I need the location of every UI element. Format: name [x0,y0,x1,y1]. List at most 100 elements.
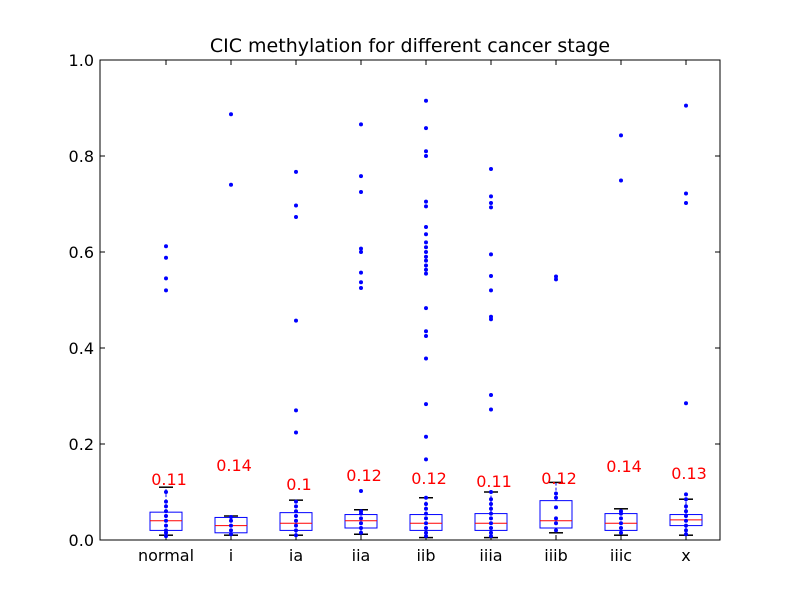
data-point [294,528,298,533]
y-tick-label: 0.0 [69,531,94,550]
data-point [424,250,428,254]
data-point [424,258,428,263]
data-point [424,356,428,361]
y-tick-label: 0.4 [69,339,94,358]
data-point [619,530,623,535]
data-point [164,528,168,533]
data-point [684,497,688,502]
data-point [424,98,428,103]
data-point [619,516,623,521]
x-tick-label: normal [138,546,194,565]
data-point [489,502,493,506]
data-point [424,526,428,530]
data-point [489,252,493,257]
data-point [424,329,428,334]
data-point [489,288,493,293]
data-point [424,263,428,268]
data-point [359,190,363,194]
data-point [424,225,428,230]
data-point [229,528,233,533]
data-point [294,499,298,504]
data-point [489,393,493,398]
x-tick-label: iia [352,546,371,565]
data-point [424,457,428,462]
data-point [164,255,168,260]
data-point [684,514,688,518]
data-point [684,191,688,196]
data-point [489,274,493,278]
data-point [294,408,298,413]
data-point [424,402,428,407]
data-point [489,205,493,210]
data-label: 0.11 [151,470,187,489]
x-tick-label: i [229,546,233,565]
data-label: 0.12 [411,469,447,488]
data-point [294,509,298,514]
data-point [164,523,168,528]
data-point [164,534,168,539]
data-point [424,306,428,311]
y-tick-label: 1.0 [69,51,94,70]
data-point [164,518,168,523]
chart-title: CIC methylation for different cancer sta… [210,35,610,57]
data-point [489,511,493,516]
data-point [489,194,493,199]
data-point [164,244,168,249]
data-point [359,250,363,254]
data-point [489,314,493,319]
data-point [359,270,363,275]
data-point [424,534,428,539]
data-point [359,122,363,127]
data-point [229,532,233,537]
data-point [424,271,428,276]
data-point [424,502,428,506]
data-point [684,401,688,406]
data-point [294,514,298,518]
data-point [359,530,363,535]
data-point [359,526,363,530]
data-point [684,532,688,537]
data-point [424,232,428,237]
data-point [424,245,428,250]
data-point [229,112,233,117]
data-point [359,489,363,494]
data-point [294,318,298,323]
data-point [294,169,298,174]
data-point [424,434,428,439]
data-point [684,523,688,528]
data-point [684,504,688,509]
data-point [684,528,688,533]
data-point [294,523,298,528]
data-point [294,203,298,208]
data-point [489,521,493,526]
data-point [359,280,363,285]
data-point [424,521,428,526]
x-tick-label: ia [289,546,303,565]
data-point [554,516,558,521]
data-point [489,407,493,412]
data-point [554,274,558,279]
data-point [424,511,428,516]
data-point [554,277,558,282]
data-point [489,516,493,521]
data-point [489,201,493,206]
data-point [164,504,168,509]
x-tick-label: iiic [610,546,632,565]
data-label: 0.12 [541,469,577,488]
data-point [619,178,623,183]
data-point [684,492,688,497]
data-point [424,154,428,158]
data-point [424,506,428,511]
data-point [489,534,493,539]
x-tick-label: iiia [479,546,502,565]
data-point [294,533,298,538]
data-point [164,514,168,518]
data-point [554,521,558,526]
plot-frame [99,59,721,541]
data-point [619,526,623,530]
x-tick-label: x [681,546,690,565]
data-point [424,149,428,154]
data-point [684,518,688,523]
data-point [359,174,363,179]
